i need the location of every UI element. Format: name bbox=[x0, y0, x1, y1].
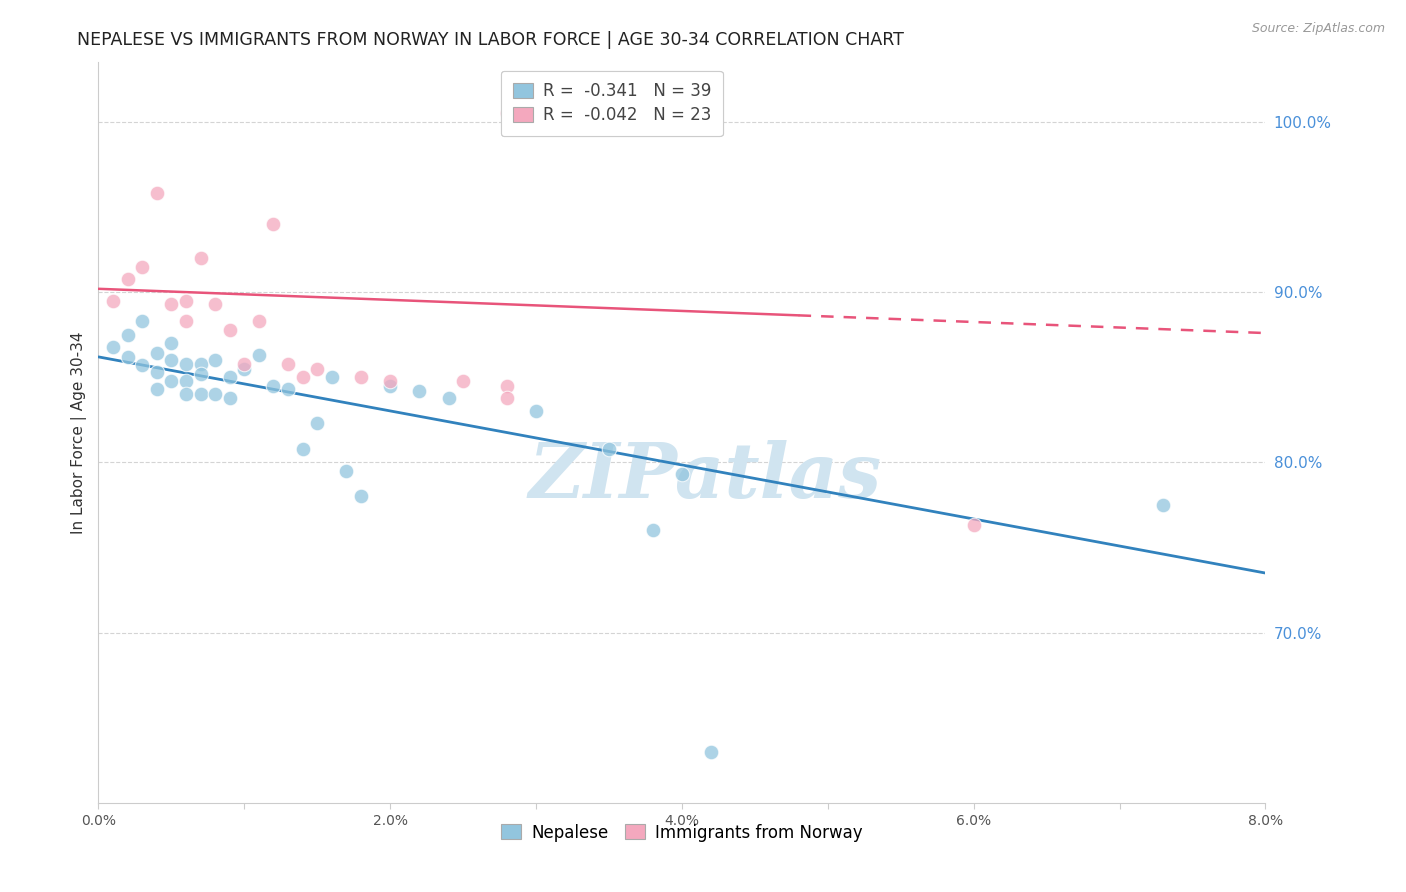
Point bbox=[146, 365, 169, 379]
Point bbox=[190, 357, 212, 371]
Point bbox=[117, 271, 139, 285]
Point bbox=[962, 518, 984, 533]
Point bbox=[247, 314, 270, 328]
Point bbox=[131, 359, 153, 373]
Point bbox=[277, 382, 299, 396]
Point bbox=[437, 391, 460, 405]
Point bbox=[160, 353, 183, 368]
Point bbox=[101, 340, 124, 354]
Point bbox=[160, 336, 183, 351]
Point bbox=[1152, 498, 1174, 512]
Text: NEPALESE VS IMMIGRANTS FROM NORWAY IN LABOR FORCE | AGE 30-34 CORRELATION CHART: NEPALESE VS IMMIGRANTS FROM NORWAY IN LA… bbox=[77, 31, 904, 49]
Point bbox=[291, 370, 314, 384]
Point bbox=[380, 374, 402, 388]
Point bbox=[641, 524, 664, 538]
Point bbox=[174, 387, 197, 401]
Point bbox=[190, 367, 212, 381]
Point bbox=[277, 357, 299, 371]
Point bbox=[350, 490, 373, 504]
Point bbox=[160, 374, 183, 388]
Point bbox=[190, 387, 212, 401]
Point bbox=[146, 186, 169, 201]
Point bbox=[262, 217, 284, 231]
Point bbox=[321, 370, 343, 384]
Point bbox=[218, 370, 240, 384]
Legend: Nepalese, Immigrants from Norway: Nepalese, Immigrants from Norway bbox=[494, 815, 870, 850]
Point bbox=[117, 327, 139, 342]
Point bbox=[204, 353, 226, 368]
Point bbox=[174, 314, 197, 328]
Point bbox=[160, 297, 183, 311]
Point bbox=[496, 106, 519, 120]
Point bbox=[247, 348, 270, 362]
Text: ZIPatlas: ZIPatlas bbox=[529, 440, 882, 514]
Point bbox=[233, 361, 256, 376]
Point bbox=[307, 361, 329, 376]
Point bbox=[204, 387, 226, 401]
Point bbox=[117, 350, 139, 364]
Point bbox=[218, 323, 240, 337]
Y-axis label: In Labor Force | Age 30-34: In Labor Force | Age 30-34 bbox=[72, 331, 87, 534]
Point bbox=[496, 379, 519, 393]
Point bbox=[524, 404, 547, 418]
Point bbox=[335, 464, 357, 478]
Point bbox=[204, 297, 226, 311]
Point bbox=[380, 379, 402, 393]
Text: Source: ZipAtlas.com: Source: ZipAtlas.com bbox=[1251, 22, 1385, 36]
Point bbox=[291, 442, 314, 456]
Point bbox=[496, 391, 519, 405]
Point bbox=[131, 314, 153, 328]
Point bbox=[350, 370, 373, 384]
Point bbox=[307, 417, 329, 431]
Point bbox=[700, 745, 723, 759]
Point bbox=[408, 384, 430, 398]
Point bbox=[451, 374, 474, 388]
Point bbox=[131, 260, 153, 274]
Point bbox=[598, 442, 620, 456]
Point bbox=[218, 391, 240, 405]
Point bbox=[671, 467, 693, 482]
Point bbox=[190, 251, 212, 265]
Point bbox=[262, 379, 284, 393]
Point bbox=[146, 382, 169, 396]
Point bbox=[174, 357, 197, 371]
Point bbox=[101, 293, 124, 308]
Point bbox=[233, 357, 256, 371]
Point bbox=[174, 293, 197, 308]
Point bbox=[174, 374, 197, 388]
Point bbox=[146, 346, 169, 360]
